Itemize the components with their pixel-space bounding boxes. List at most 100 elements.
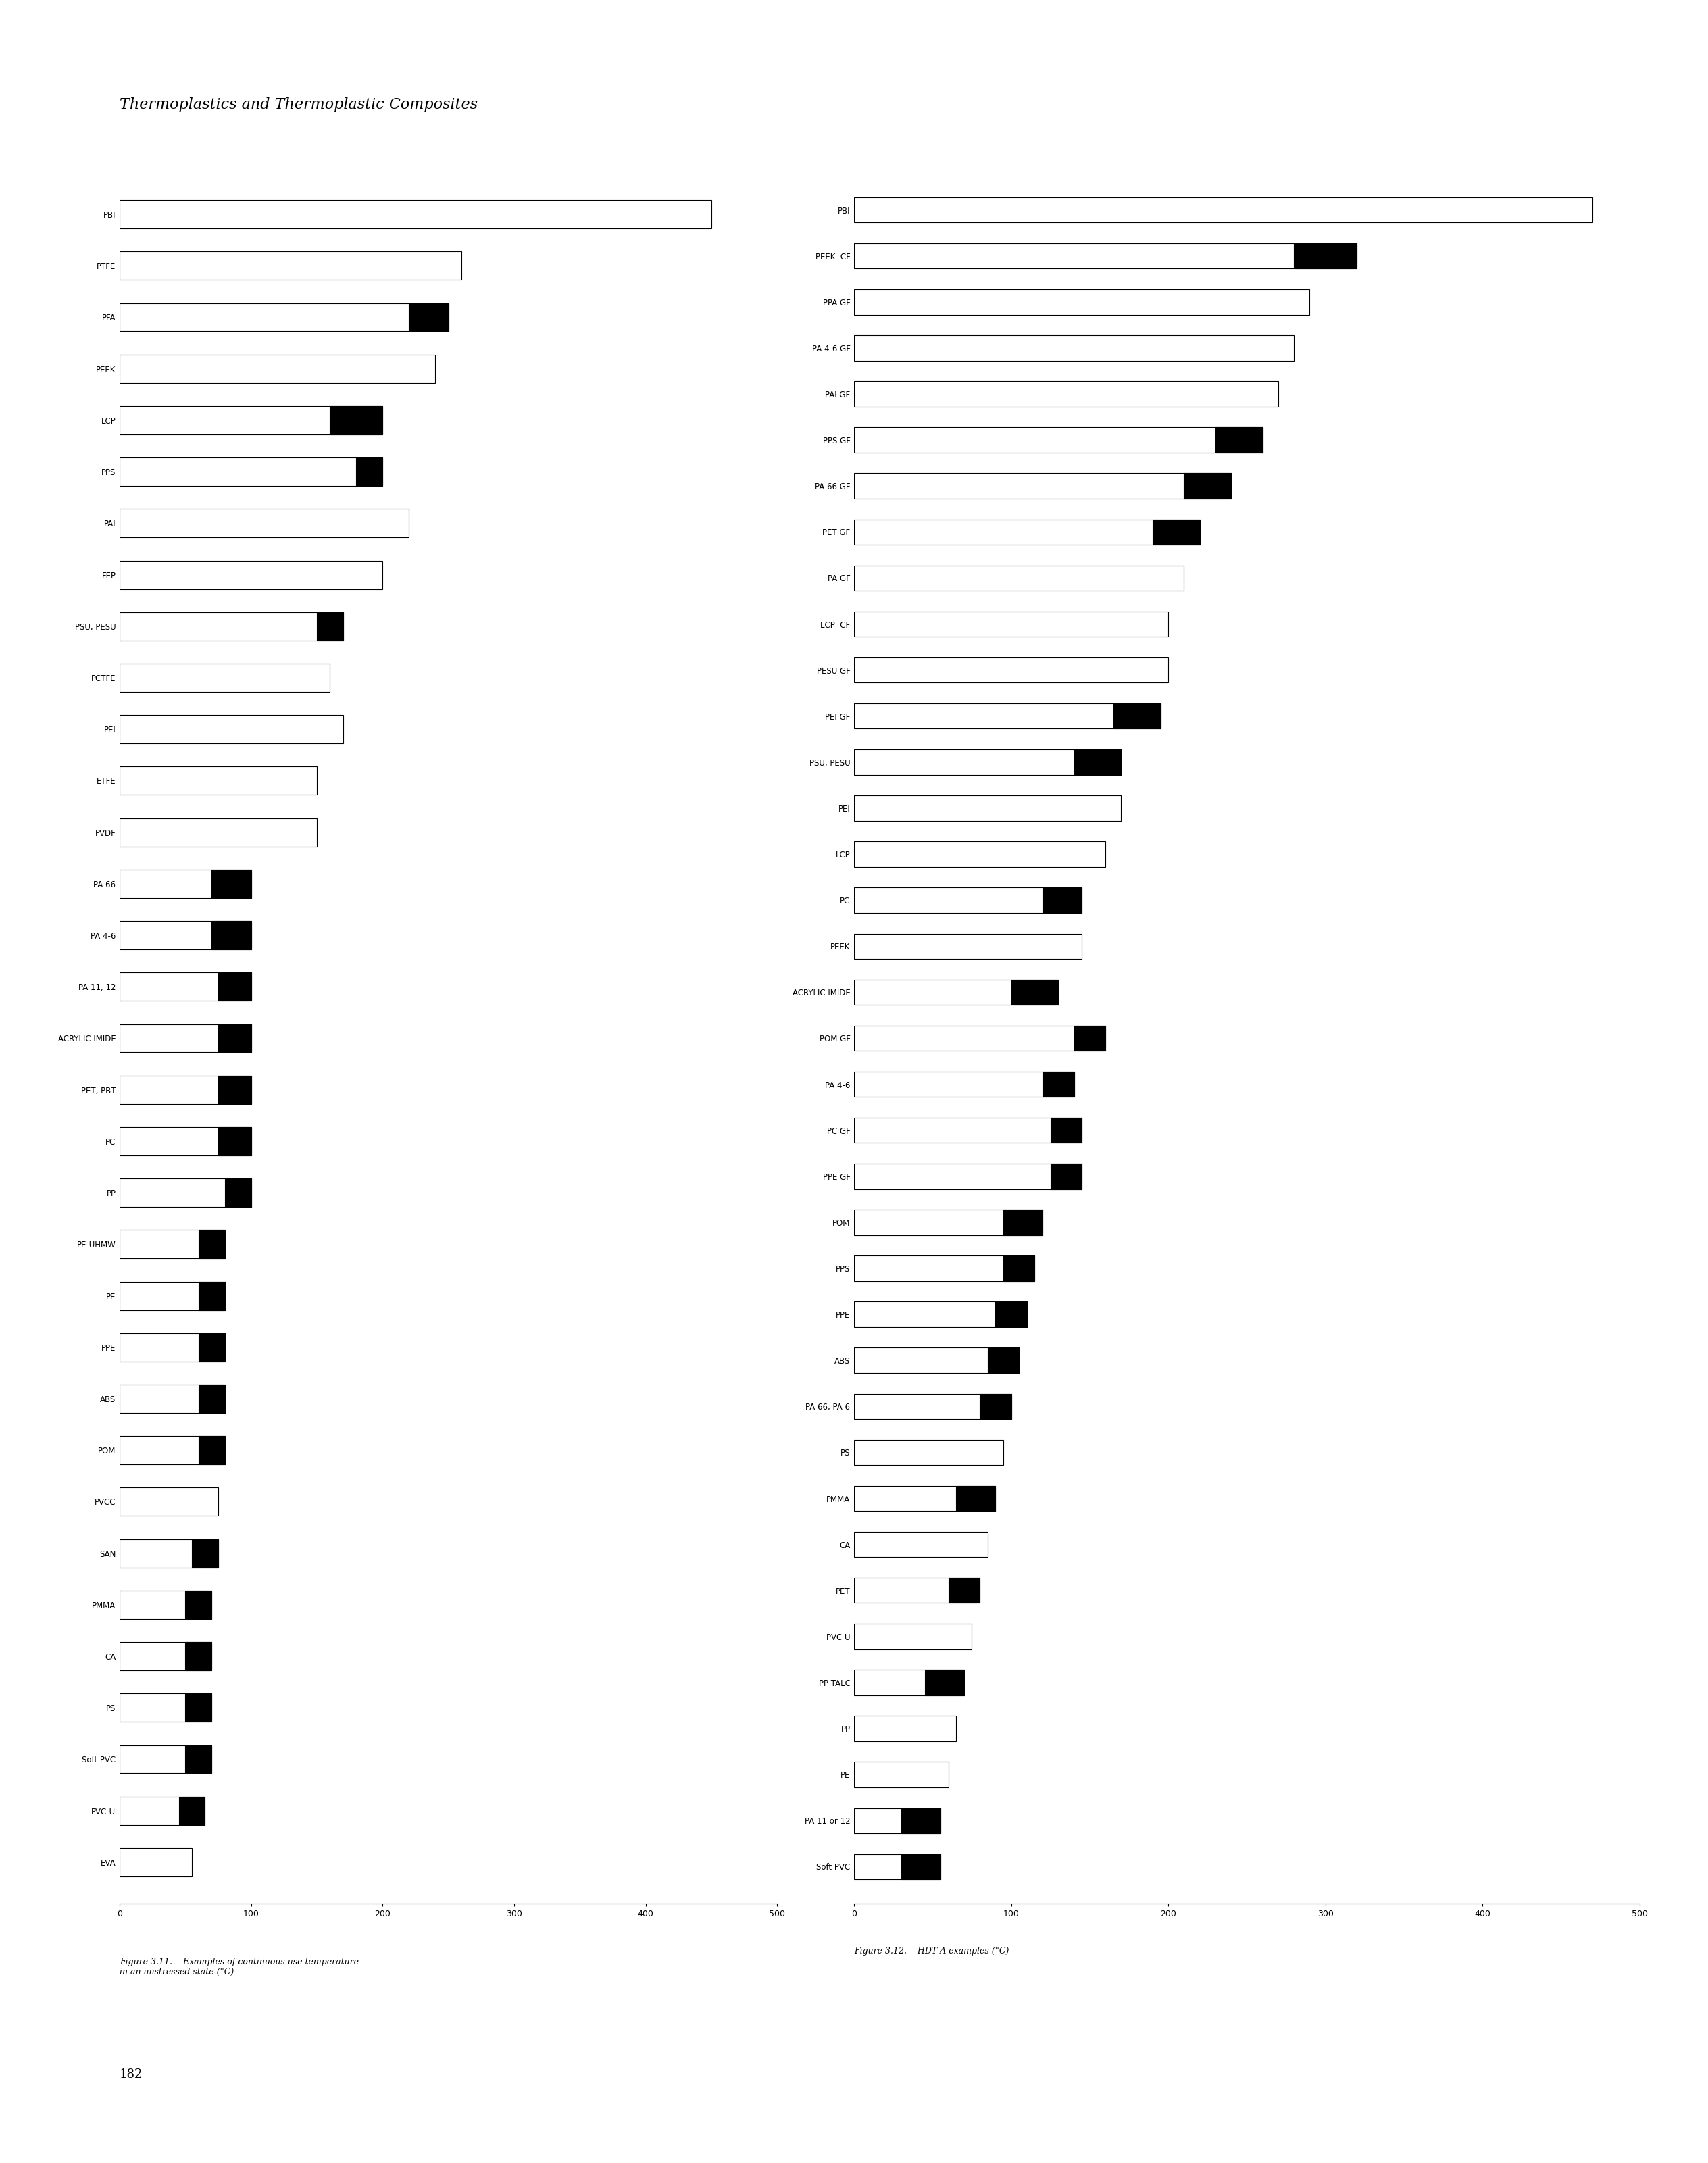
FancyBboxPatch shape <box>1011 980 1059 1006</box>
FancyBboxPatch shape <box>1216 428 1262 452</box>
FancyBboxPatch shape <box>120 1746 212 1774</box>
FancyBboxPatch shape <box>408 303 447 331</box>
Text: Figure 3.12.    HDT A examples (°C): Figure 3.12. HDT A examples (°C) <box>854 1947 1009 1955</box>
FancyBboxPatch shape <box>854 841 1105 867</box>
Text: 182: 182 <box>120 2068 143 2081</box>
FancyBboxPatch shape <box>120 1436 225 1464</box>
FancyBboxPatch shape <box>219 1023 251 1053</box>
FancyBboxPatch shape <box>184 1642 212 1670</box>
FancyBboxPatch shape <box>120 716 343 744</box>
FancyBboxPatch shape <box>948 1577 980 1603</box>
FancyBboxPatch shape <box>854 1670 963 1696</box>
FancyBboxPatch shape <box>1042 887 1081 913</box>
FancyBboxPatch shape <box>120 1332 225 1361</box>
FancyBboxPatch shape <box>120 1797 205 1826</box>
FancyBboxPatch shape <box>854 290 1310 314</box>
FancyBboxPatch shape <box>120 1179 251 1207</box>
FancyBboxPatch shape <box>854 1624 972 1648</box>
FancyBboxPatch shape <box>120 1694 212 1722</box>
FancyBboxPatch shape <box>120 1540 219 1568</box>
FancyBboxPatch shape <box>902 1808 941 1834</box>
FancyBboxPatch shape <box>980 1393 1011 1419</box>
FancyBboxPatch shape <box>219 1075 251 1103</box>
FancyBboxPatch shape <box>854 428 1262 452</box>
FancyBboxPatch shape <box>854 748 1120 774</box>
FancyBboxPatch shape <box>854 519 1199 545</box>
FancyBboxPatch shape <box>120 1488 219 1516</box>
FancyBboxPatch shape <box>1003 1209 1042 1235</box>
FancyBboxPatch shape <box>120 459 383 487</box>
FancyBboxPatch shape <box>854 703 1160 729</box>
FancyBboxPatch shape <box>902 1854 941 1880</box>
FancyBboxPatch shape <box>1153 519 1199 545</box>
FancyBboxPatch shape <box>198 1280 225 1311</box>
FancyBboxPatch shape <box>854 1715 956 1741</box>
FancyBboxPatch shape <box>854 242 1356 268</box>
FancyBboxPatch shape <box>854 1854 941 1880</box>
FancyBboxPatch shape <box>120 973 251 1001</box>
FancyBboxPatch shape <box>1042 1071 1074 1097</box>
FancyBboxPatch shape <box>120 870 251 898</box>
FancyBboxPatch shape <box>120 818 318 846</box>
FancyBboxPatch shape <box>184 1694 212 1722</box>
FancyBboxPatch shape <box>120 407 383 435</box>
FancyBboxPatch shape <box>854 1763 948 1787</box>
FancyBboxPatch shape <box>854 980 1059 1006</box>
FancyBboxPatch shape <box>854 1441 1003 1464</box>
FancyBboxPatch shape <box>219 1127 251 1155</box>
FancyBboxPatch shape <box>318 612 343 640</box>
FancyBboxPatch shape <box>854 934 1081 958</box>
FancyBboxPatch shape <box>198 1332 225 1361</box>
FancyBboxPatch shape <box>179 1797 205 1826</box>
FancyBboxPatch shape <box>854 1531 987 1557</box>
FancyBboxPatch shape <box>120 1127 251 1155</box>
FancyBboxPatch shape <box>854 1164 1081 1190</box>
FancyBboxPatch shape <box>924 1670 963 1696</box>
FancyBboxPatch shape <box>120 766 318 794</box>
FancyBboxPatch shape <box>1050 1164 1081 1190</box>
FancyBboxPatch shape <box>120 664 330 692</box>
FancyBboxPatch shape <box>854 612 1168 636</box>
FancyBboxPatch shape <box>1050 1118 1081 1142</box>
FancyBboxPatch shape <box>120 1847 191 1875</box>
FancyBboxPatch shape <box>854 1257 1035 1280</box>
FancyBboxPatch shape <box>854 1486 996 1512</box>
FancyBboxPatch shape <box>212 870 251 898</box>
FancyBboxPatch shape <box>120 355 436 383</box>
FancyBboxPatch shape <box>120 1023 251 1053</box>
FancyBboxPatch shape <box>120 1280 225 1311</box>
FancyBboxPatch shape <box>120 1384 225 1412</box>
FancyBboxPatch shape <box>198 1436 225 1464</box>
FancyBboxPatch shape <box>854 565 1184 590</box>
FancyBboxPatch shape <box>854 335 1295 361</box>
FancyBboxPatch shape <box>854 796 1120 820</box>
FancyBboxPatch shape <box>120 1590 212 1618</box>
FancyBboxPatch shape <box>854 1118 1081 1142</box>
FancyBboxPatch shape <box>120 303 447 331</box>
FancyBboxPatch shape <box>198 1384 225 1412</box>
FancyBboxPatch shape <box>184 1746 212 1774</box>
FancyBboxPatch shape <box>1295 242 1356 268</box>
FancyBboxPatch shape <box>225 1179 251 1207</box>
FancyBboxPatch shape <box>956 1486 996 1512</box>
FancyBboxPatch shape <box>191 1540 219 1568</box>
FancyBboxPatch shape <box>987 1348 1020 1374</box>
FancyBboxPatch shape <box>1003 1257 1035 1280</box>
FancyBboxPatch shape <box>120 251 461 279</box>
FancyBboxPatch shape <box>854 1209 1042 1235</box>
FancyBboxPatch shape <box>330 407 383 435</box>
Text: Figure 3.11.    Examples of continuous use temperature
in an unstressed state (°: Figure 3.11. Examples of continuous use … <box>120 1958 359 1977</box>
FancyBboxPatch shape <box>357 459 383 487</box>
FancyBboxPatch shape <box>212 921 251 950</box>
FancyBboxPatch shape <box>854 1808 941 1834</box>
FancyBboxPatch shape <box>854 1025 1105 1051</box>
FancyBboxPatch shape <box>854 1393 1011 1419</box>
FancyBboxPatch shape <box>854 1577 980 1603</box>
FancyBboxPatch shape <box>120 560 383 588</box>
FancyBboxPatch shape <box>219 973 251 1001</box>
FancyBboxPatch shape <box>854 1071 1074 1097</box>
FancyBboxPatch shape <box>184 1590 212 1618</box>
FancyBboxPatch shape <box>198 1231 225 1259</box>
FancyBboxPatch shape <box>854 1302 1027 1328</box>
FancyBboxPatch shape <box>120 1075 251 1103</box>
